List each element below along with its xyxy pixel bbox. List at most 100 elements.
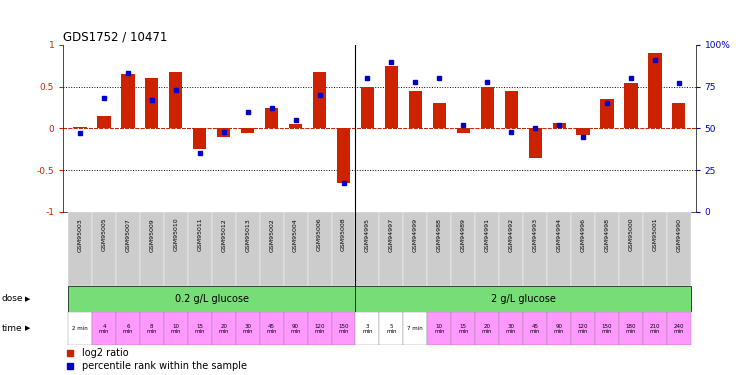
Bar bbox=[283, 212, 307, 286]
Text: GSM94998: GSM94998 bbox=[605, 218, 609, 252]
Bar bbox=[619, 312, 643, 345]
Bar bbox=[547, 212, 571, 286]
Bar bbox=[169, 72, 182, 128]
Bar bbox=[145, 78, 158, 128]
Bar bbox=[356, 312, 379, 345]
Text: 15
min: 15 min bbox=[194, 324, 205, 334]
Text: 0.2 g/L glucose: 0.2 g/L glucose bbox=[175, 294, 248, 304]
Bar bbox=[337, 128, 350, 183]
Bar bbox=[332, 312, 356, 345]
Text: 240
min: 240 min bbox=[673, 324, 684, 334]
Bar bbox=[241, 128, 254, 133]
Bar bbox=[673, 104, 685, 128]
Bar bbox=[187, 312, 212, 345]
Text: 8
min: 8 min bbox=[147, 324, 157, 334]
Text: ▶: ▶ bbox=[25, 296, 31, 302]
Bar bbox=[504, 91, 518, 128]
Bar bbox=[667, 312, 691, 345]
Text: GSM94994: GSM94994 bbox=[557, 218, 562, 252]
Bar bbox=[624, 82, 638, 128]
Bar bbox=[523, 312, 547, 345]
Bar bbox=[92, 212, 116, 286]
Bar bbox=[499, 212, 523, 286]
Text: GSM95002: GSM95002 bbox=[269, 218, 274, 252]
Text: GSM95012: GSM95012 bbox=[221, 218, 226, 252]
Bar bbox=[187, 212, 212, 286]
Bar bbox=[140, 312, 164, 345]
Bar bbox=[643, 312, 667, 345]
Bar bbox=[457, 128, 470, 133]
Bar bbox=[403, 212, 427, 286]
Text: 30
min: 30 min bbox=[243, 324, 253, 334]
Bar bbox=[236, 312, 260, 345]
Text: 45
min: 45 min bbox=[530, 324, 540, 334]
Text: GSM94988: GSM94988 bbox=[437, 218, 442, 252]
Bar bbox=[116, 312, 140, 345]
Bar bbox=[116, 212, 140, 286]
Bar bbox=[289, 124, 302, 128]
Bar bbox=[236, 212, 260, 286]
Text: 7 min: 7 min bbox=[408, 326, 423, 331]
Text: 10
min: 10 min bbox=[434, 324, 445, 334]
Text: GSM95011: GSM95011 bbox=[197, 218, 202, 251]
Text: 15
min: 15 min bbox=[458, 324, 469, 334]
Bar bbox=[553, 123, 565, 128]
Bar bbox=[667, 212, 691, 286]
Bar bbox=[193, 128, 206, 149]
Text: 2 min: 2 min bbox=[72, 326, 88, 331]
Bar bbox=[260, 212, 283, 286]
Text: 20
min: 20 min bbox=[482, 324, 493, 334]
Text: 3
min: 3 min bbox=[362, 324, 373, 334]
Text: 180
min: 180 min bbox=[626, 324, 636, 334]
Bar bbox=[427, 312, 452, 345]
Text: GDS1752 / 10471: GDS1752 / 10471 bbox=[63, 30, 167, 43]
Bar bbox=[595, 312, 619, 345]
Text: ▶: ▶ bbox=[25, 326, 31, 332]
Bar bbox=[475, 312, 499, 345]
Text: 10
min: 10 min bbox=[170, 324, 181, 334]
Bar bbox=[379, 312, 403, 345]
Text: GSM95004: GSM95004 bbox=[293, 218, 298, 252]
Bar bbox=[595, 212, 619, 286]
Text: 2 g/L glucose: 2 g/L glucose bbox=[491, 294, 556, 304]
Text: GSM95013: GSM95013 bbox=[246, 218, 250, 252]
Text: 120
min: 120 min bbox=[314, 324, 325, 334]
Bar bbox=[648, 53, 661, 128]
Bar bbox=[140, 212, 164, 286]
Bar bbox=[523, 212, 547, 286]
Bar bbox=[164, 312, 187, 345]
Bar bbox=[475, 212, 499, 286]
Text: 120
min: 120 min bbox=[578, 324, 589, 334]
Text: 210
min: 210 min bbox=[650, 324, 660, 334]
Text: GSM95007: GSM95007 bbox=[126, 218, 130, 252]
Bar bbox=[68, 286, 356, 312]
Bar bbox=[571, 212, 595, 286]
Text: GSM95009: GSM95009 bbox=[150, 218, 154, 252]
Bar bbox=[313, 72, 326, 128]
Bar bbox=[528, 128, 542, 158]
Bar bbox=[283, 312, 307, 345]
Text: GSM94995: GSM94995 bbox=[365, 218, 370, 252]
Bar bbox=[481, 87, 494, 128]
Bar bbox=[68, 312, 92, 345]
Bar bbox=[265, 108, 278, 128]
Text: GSM94999: GSM94999 bbox=[413, 218, 418, 252]
Bar bbox=[379, 212, 403, 286]
Bar bbox=[212, 312, 236, 345]
Bar bbox=[433, 104, 446, 128]
Text: dose: dose bbox=[1, 294, 23, 303]
Bar bbox=[452, 312, 475, 345]
Bar bbox=[74, 127, 86, 128]
Text: GSM94997: GSM94997 bbox=[389, 218, 394, 252]
Text: 4
min: 4 min bbox=[99, 324, 109, 334]
Bar bbox=[499, 312, 523, 345]
Bar bbox=[643, 212, 667, 286]
Text: GSM95001: GSM95001 bbox=[652, 218, 658, 251]
Text: GSM95008: GSM95008 bbox=[341, 218, 346, 251]
Text: 5
min: 5 min bbox=[386, 324, 397, 334]
Bar bbox=[361, 87, 374, 128]
Bar bbox=[600, 99, 614, 128]
Text: log2 ratio: log2 ratio bbox=[83, 348, 129, 358]
Bar bbox=[332, 212, 356, 286]
Text: GSM95005: GSM95005 bbox=[101, 218, 106, 251]
